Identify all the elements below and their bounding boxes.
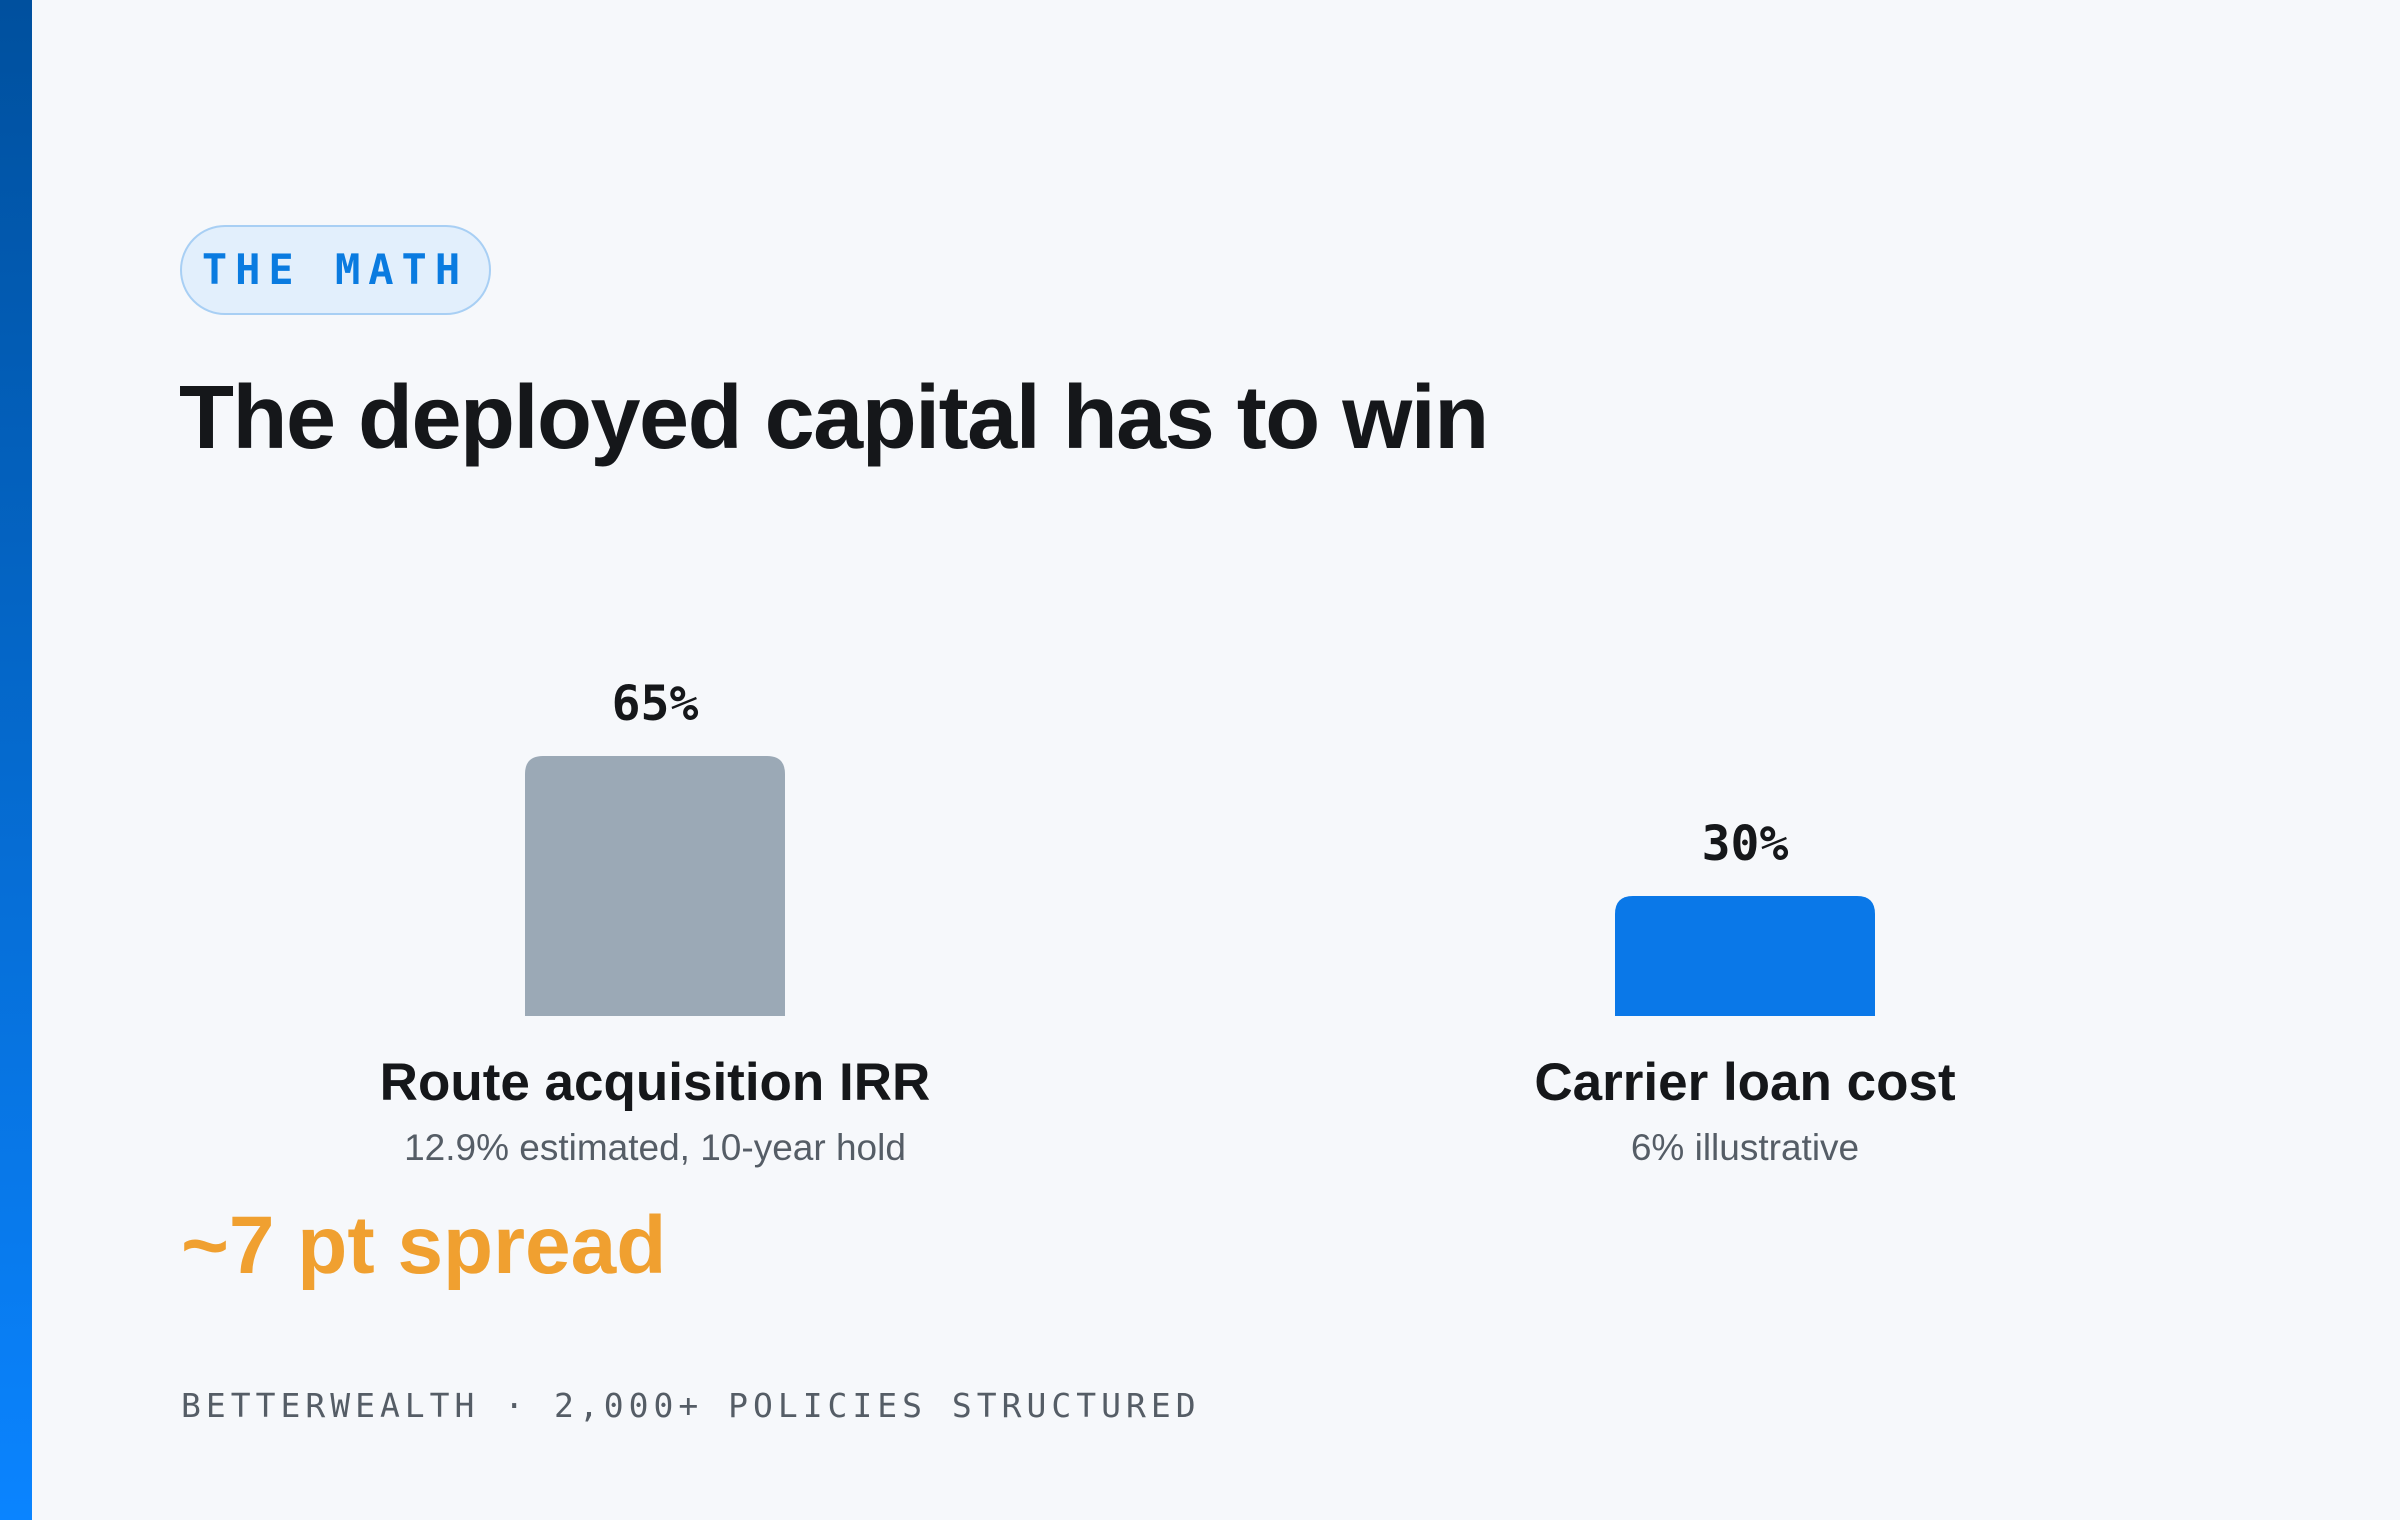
value-label: 30% — [1702, 816, 1789, 872]
callout: ~7 pt spread — [181, 1200, 666, 1291]
bar — [1615, 896, 1875, 1016]
value-label: 65% — [612, 676, 699, 732]
accent-strip — [0, 0, 32, 1520]
bar — [525, 756, 785, 1016]
category-label: Carrier loan cost — [1534, 1053, 1955, 1112]
category-label: Route acquisition IRR — [380, 1053, 931, 1112]
tag: THE MATH — [202, 245, 468, 294]
category-description: 6% illustrative — [1631, 1127, 1859, 1168]
category-description: 12.9% estimated, 10-year hold — [404, 1127, 906, 1168]
footer: BETTERWEALTH · 2,000+ POLICIES STRUCTURE… — [181, 1386, 1201, 1425]
title: The deployed capital has to win — [179, 368, 1488, 468]
tag-pill — [180, 225, 491, 315]
